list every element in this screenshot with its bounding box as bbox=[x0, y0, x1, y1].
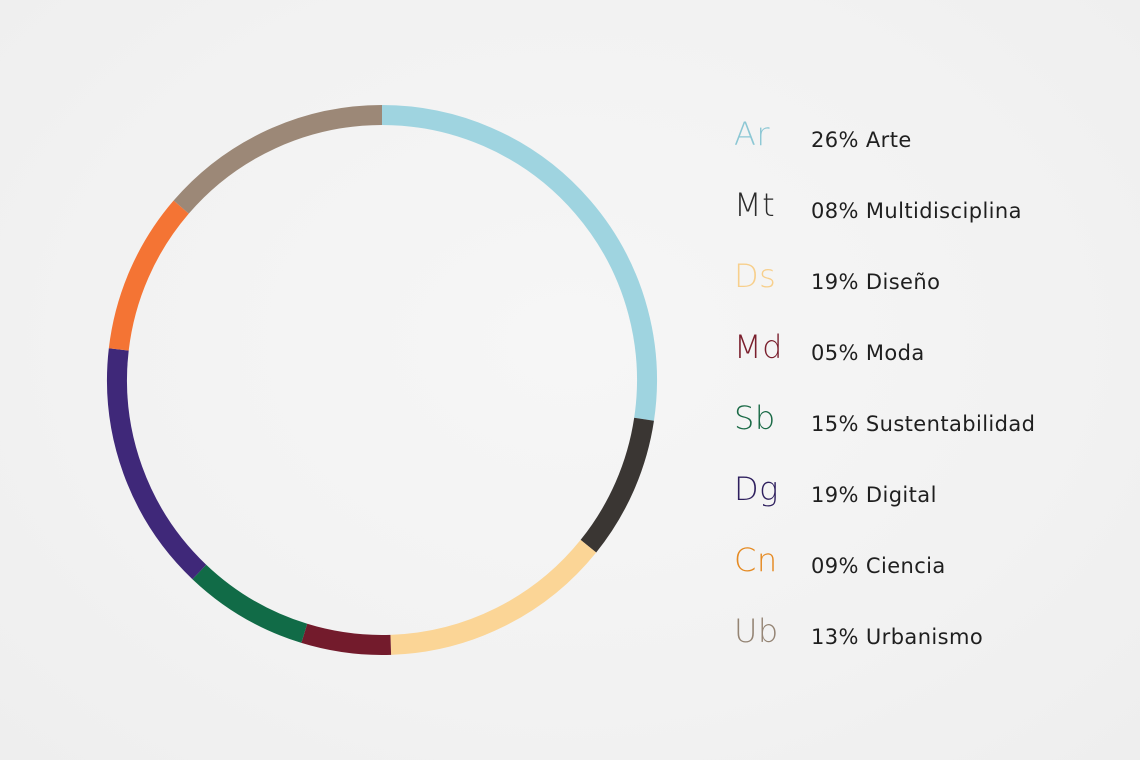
legend-label: 13% Urbanismo bbox=[811, 623, 983, 651]
legend-percent: 19% bbox=[811, 483, 859, 507]
legend-label: 05% Moda bbox=[811, 339, 925, 367]
donut-slice-sustentabilidad bbox=[192, 564, 308, 643]
legend-category: Urbanismo bbox=[865, 625, 984, 649]
legend-percent: 26% bbox=[811, 128, 859, 152]
legend-category: Diseño bbox=[865, 270, 941, 294]
legend-abbr: Ds bbox=[734, 257, 777, 295]
legend-abbr: Ub bbox=[734, 612, 779, 650]
legend-abbr: Cn bbox=[734, 541, 778, 579]
legend-category: Sustentabilidad bbox=[865, 412, 1036, 436]
legend-abbr: Sb bbox=[734, 399, 776, 437]
donut-slice-multidisciplina bbox=[580, 417, 654, 553]
legend-label: 19% Digital bbox=[811, 481, 937, 509]
legend-item-sustentabilidad: Sb 15% Sustentabilidad bbox=[734, 386, 1114, 457]
donut-slice-urbanismo bbox=[173, 105, 383, 214]
legend-item-moda: Md 05% Moda bbox=[734, 315, 1114, 386]
legend-item-ciencia: Cn 09% Ciencia bbox=[734, 528, 1114, 599]
legend-category: Moda bbox=[865, 341, 925, 365]
legend-label: 09% Ciencia bbox=[811, 552, 946, 580]
legend-abbr: Ar bbox=[734, 115, 771, 153]
legend-abbr: Md bbox=[734, 328, 783, 366]
legend-abbr: Dg bbox=[734, 470, 779, 508]
legend-item-urbanismo: Ub 13% Urbanismo bbox=[734, 599, 1114, 670]
legend-item-arte: Ar 26% Arte bbox=[734, 102, 1114, 173]
legend-percent: 09% bbox=[811, 554, 859, 578]
donut-slice-moda bbox=[301, 623, 392, 655]
legend-label: 15% Sustentabilidad bbox=[811, 410, 1035, 438]
legend-label: 19% Diseño bbox=[811, 268, 940, 296]
legend-percent: 08% bbox=[811, 199, 859, 223]
legend-item-multidisciplina: Mt 08% Multidisciplina bbox=[734, 173, 1114, 244]
legend-percent: 05% bbox=[811, 341, 859, 365]
legend-abbr: Mt bbox=[734, 186, 776, 224]
legend-percent: 15% bbox=[811, 412, 859, 436]
legend-category: Multidisciplina bbox=[865, 199, 1022, 223]
legend-item-diseño: Ds 19% Diseño bbox=[734, 244, 1114, 315]
legend-label: 08% Multidisciplina bbox=[811, 197, 1022, 225]
donut-slices bbox=[107, 105, 657, 655]
legend-category: Arte bbox=[865, 128, 912, 152]
legend-label: 26% Arte bbox=[811, 126, 912, 154]
donut-slice-arte bbox=[381, 105, 657, 421]
donut-slice-diseño bbox=[390, 539, 597, 655]
legend-item-digital: Dg 19% Digital bbox=[734, 457, 1114, 528]
legend-category: Digital bbox=[865, 483, 937, 507]
legend-percent: 19% bbox=[811, 270, 859, 294]
legend-percent: 13% bbox=[811, 625, 859, 649]
donut-slice-digital bbox=[107, 348, 207, 580]
donut-slice-ciencia bbox=[108, 200, 189, 351]
legend-category: Ciencia bbox=[865, 554, 946, 578]
legend: Ar 26% Arte Mt 08% Multidisciplina Ds 19% Diseño… bbox=[734, 102, 1114, 670]
